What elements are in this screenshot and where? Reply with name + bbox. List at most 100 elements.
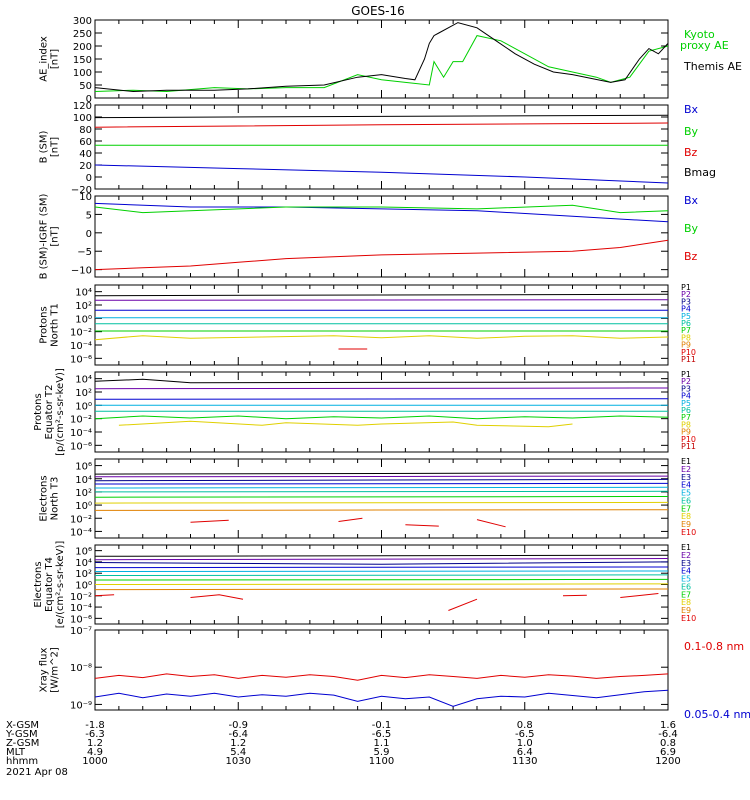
y-tick-label: 300 bbox=[73, 16, 92, 27]
series-line bbox=[94, 472, 669, 475]
y-tick-label: 10⁴ bbox=[75, 375, 92, 386]
y-tick-label: 10⁰ bbox=[75, 581, 92, 592]
y-axis-label: ProtonsEquator T2[p/(cm²-s-sr-keV)] bbox=[33, 368, 66, 456]
legend-entry: 0.1-0.8 nm bbox=[684, 640, 744, 653]
y-axis-label-line: [W/m^2] bbox=[50, 647, 61, 693]
legend-entry: P8 bbox=[681, 420, 691, 429]
footer-value: 1.1 bbox=[374, 738, 390, 749]
series-line bbox=[118, 420, 573, 428]
panel-frame bbox=[94, 195, 669, 278]
y-tick-label: 10⁻⁸ bbox=[70, 663, 92, 674]
y-tick-label: 20 bbox=[79, 161, 92, 172]
y-tick-label: 10 bbox=[79, 192, 92, 203]
series-line bbox=[94, 335, 669, 341]
series-line bbox=[94, 293, 669, 297]
y-axis-label-line: B (SM) bbox=[39, 130, 50, 163]
panels-group: 300250200150100500AE_index[nT]Kyotoproxy… bbox=[33, 16, 750, 721]
legend-entry: E2 bbox=[681, 465, 691, 474]
legend-entry: P9 bbox=[681, 428, 691, 437]
series-line bbox=[94, 164, 669, 184]
legend-entry: E7 bbox=[681, 504, 691, 513]
y-axis-label-line: Protons bbox=[33, 393, 44, 430]
legend-entry: E8 bbox=[681, 598, 691, 607]
y-axis-label-line: Xray flux bbox=[39, 648, 50, 693]
legend-entry: E7 bbox=[681, 590, 691, 599]
y-axis-label: B (SM)-IGRF (SM)[nT] bbox=[39, 194, 61, 280]
panel-3: 10 5 0 −5 −10 B (SM)-IGRF (SM)[nT] Bx By Bz bbox=[39, 192, 699, 279]
y-axis-label-line: [nT] bbox=[50, 137, 61, 157]
series-line bbox=[94, 501, 669, 504]
y-tick-label: 10⁻² bbox=[70, 415, 92, 426]
y-tick-label: 5 bbox=[86, 210, 92, 221]
y-axis-label-line: [nT] bbox=[50, 49, 61, 69]
footer-value: -6.4 bbox=[658, 729, 678, 740]
series-line bbox=[94, 482, 669, 485]
y-tick-label: 0 bbox=[86, 173, 92, 184]
footer-value: 5.9 bbox=[374, 747, 390, 758]
y-axis-label-line: Electrons bbox=[39, 475, 50, 521]
footer-value: 1030 bbox=[226, 756, 251, 767]
legend-entry: Kyoto bbox=[684, 28, 715, 41]
legend-entry: P7 bbox=[681, 326, 691, 335]
y-tick-label: 10⁻⁶ bbox=[70, 354, 92, 365]
footer-value: 0.8 bbox=[660, 738, 676, 749]
y-tick-label: 200 bbox=[73, 42, 92, 53]
panel-frame bbox=[94, 458, 669, 539]
footer-value: -1.8 bbox=[85, 720, 105, 731]
footer-date: 2021 Apr 08 bbox=[6, 767, 68, 778]
series-line bbox=[94, 554, 669, 557]
legend-entry: P7 bbox=[681, 413, 691, 422]
y-tick-label: 100 bbox=[73, 68, 92, 79]
y-tick-label: −20 bbox=[71, 185, 92, 196]
legend-entry: P3 bbox=[681, 384, 691, 393]
y-tick-label: 0 bbox=[86, 229, 92, 240]
footer-value: -0.1 bbox=[372, 720, 392, 731]
series-line bbox=[94, 570, 669, 572]
series-line bbox=[94, 299, 669, 301]
legend-entry: proxy AE bbox=[680, 39, 729, 52]
series-line bbox=[94, 122, 669, 128]
series-line bbox=[94, 239, 669, 271]
footer-row-label: X-GSM bbox=[6, 720, 39, 731]
footer-value: -6.4 bbox=[228, 729, 248, 740]
y-axis-label-line: AE_index bbox=[39, 36, 50, 82]
footer-value: 0.8 bbox=[517, 720, 533, 731]
legend-entry: E4 bbox=[681, 481, 691, 490]
footer-value: 1.0 bbox=[517, 738, 533, 749]
y-tick-label: 10⁻⁷ bbox=[70, 626, 92, 637]
y-tick-label: 100 bbox=[73, 113, 92, 124]
y-tick-label: −10 bbox=[71, 266, 92, 277]
series-line bbox=[94, 114, 669, 119]
series-line bbox=[190, 519, 229, 523]
y-tick-label: 250 bbox=[73, 29, 92, 40]
y-tick-label: 10⁴ bbox=[75, 475, 92, 486]
legend-entry: Bx bbox=[684, 103, 699, 116]
footer-value: -6.3 bbox=[85, 729, 105, 740]
panel-frame bbox=[94, 371, 669, 453]
y-axis-label: Xray flux[W/m^2] bbox=[39, 647, 61, 693]
series-line bbox=[94, 398, 669, 400]
y-tick-label: 10⁻² bbox=[70, 592, 92, 603]
series-line bbox=[476, 519, 506, 528]
series-line bbox=[94, 475, 669, 478]
y-tick-label: 10⁻⁴ bbox=[70, 428, 92, 439]
footer-value: 5.4 bbox=[230, 747, 246, 758]
footer-value: 6.9 bbox=[660, 747, 676, 758]
legend-entry: P11 bbox=[681, 355, 696, 364]
series-line bbox=[94, 22, 669, 93]
legend-entry: E6 bbox=[681, 496, 691, 505]
y-tick-label: 10⁶ bbox=[75, 547, 92, 558]
footer-value: -0.9 bbox=[228, 720, 248, 731]
legend-entry: P2 bbox=[681, 290, 691, 299]
y-tick-label: 120 bbox=[73, 101, 92, 112]
series-line bbox=[94, 35, 669, 93]
y-axis-label: B (SM)[nT] bbox=[39, 130, 61, 163]
series-line bbox=[405, 524, 439, 527]
y-tick-label: 10⁴ bbox=[75, 288, 92, 299]
y-tick-label: 10² bbox=[75, 569, 92, 580]
legend-entry: E9 bbox=[681, 520, 691, 529]
